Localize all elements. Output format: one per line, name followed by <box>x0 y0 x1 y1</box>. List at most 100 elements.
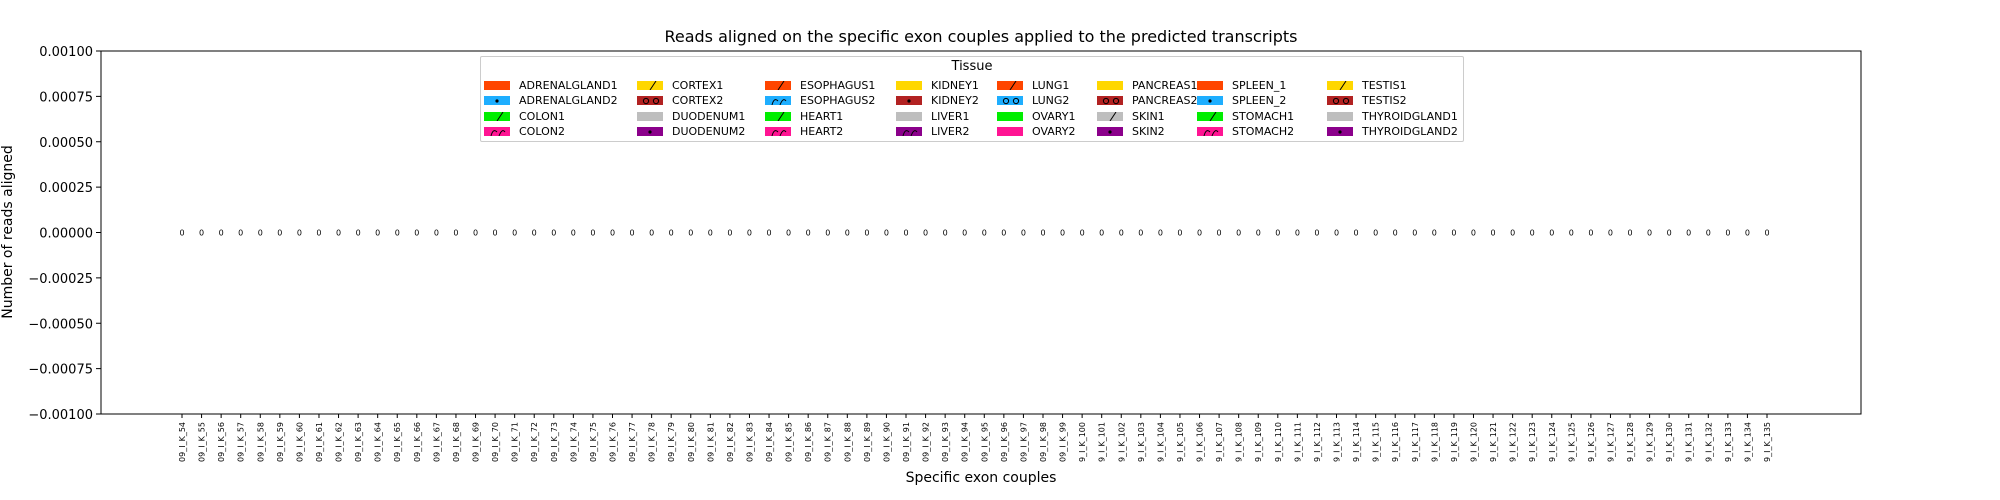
legend-label: PANCREAS2 <box>1132 93 1198 107</box>
bar-value-label: 0 <box>1138 229 1143 238</box>
x-tick-label: 9_I_K_132 <box>1704 422 1713 462</box>
x-tick-label: 09_I_K_91 <box>902 422 911 462</box>
legend-label: STOMACH2 <box>1232 124 1295 138</box>
chart-title: Reads aligned on the specific exon coupl… <box>664 27 1297 46</box>
x-tick-label: 09_I_K_94 <box>961 422 970 462</box>
legend-label: STOMACH1 <box>1232 109 1295 123</box>
x-tick-label: 9_I_K_108 <box>1235 422 1244 462</box>
legend-item: COLON2 <box>484 124 565 138</box>
x-tick-label: 09_I_K_58 <box>256 422 265 462</box>
legend-label: SKIN2 <box>1132 124 1165 138</box>
x-tick-label: 09_I_K_65 <box>393 422 402 462</box>
legend-item: ESOPHAGUS1 <box>765 78 875 92</box>
bar-value-label: 0 <box>336 229 341 238</box>
bar-value-label: 0 <box>297 229 302 238</box>
bar-value-label: 0 <box>1608 229 1613 238</box>
legend-swatch <box>765 126 791 136</box>
legend-label: PANCREAS1 <box>1132 78 1198 92</box>
bar-value-label: 0 <box>414 229 419 238</box>
bar-value-label: 0 <box>982 229 987 238</box>
bar-value-label: 0 <box>649 229 654 238</box>
x-tick-label: 9_I_K_121 <box>1489 422 1498 462</box>
bar-value-label: 0 <box>356 229 361 238</box>
x-tick-label: 09_I_K_61 <box>315 422 324 462</box>
x-tick-label: 09_I_K_90 <box>882 422 891 462</box>
legend-swatch <box>896 126 922 136</box>
legend-label: THYROIDGLAND2 <box>1362 124 1458 138</box>
bar-value-label: 0 <box>1530 229 1535 238</box>
x-tick-label: 09_I_K_71 <box>511 422 520 462</box>
x-tick-label: 9_I_K_110 <box>1274 422 1283 462</box>
legend-swatch <box>1327 111 1353 121</box>
legend-swatch <box>896 111 922 121</box>
bar-value-label: 0 <box>493 229 498 238</box>
legend-label: HEART2 <box>800 124 844 138</box>
legend-swatch <box>637 126 663 136</box>
bar-value-label: 0 <box>199 229 204 238</box>
legend-item: TESTIS2 <box>1327 93 1407 107</box>
x-tick-label: 9_I_K_115 <box>1372 422 1381 462</box>
x-tick-label: 9_I_K_125 <box>1567 422 1576 462</box>
bar-value-label: 0 <box>1197 229 1202 238</box>
bar-value-label: 0 <box>1745 229 1750 238</box>
bar-value-label: 0 <box>1647 229 1652 238</box>
bar-value-label: 0 <box>1764 229 1769 238</box>
x-tick-label: 09_I_K_76 <box>608 422 617 462</box>
x-tick-label: 09_I_K_97 <box>1019 422 1028 462</box>
bar-value-label: 0 <box>864 229 869 238</box>
legend-label: SPLEEN_1 <box>1232 78 1287 92</box>
legend-item: HEART1 <box>765 109 843 123</box>
x-tick-label: 09_I_K_68 <box>452 422 461 462</box>
legend-item: KIDNEY1 <box>896 78 979 92</box>
x-tick-label: 9_I_K_118 <box>1430 422 1439 462</box>
x-tick-label: 09_I_K_78 <box>648 422 657 462</box>
legend-label: THYROIDGLAND1 <box>1362 109 1458 123</box>
legend-swatch <box>1327 80 1353 90</box>
legend-item: LIVER1 <box>896 109 970 123</box>
legend-swatch <box>896 80 922 90</box>
legend-item: TESTIS1 <box>1327 78 1407 92</box>
legend-label: DUODENUM1 <box>672 109 746 123</box>
x-tick-label: 09_I_K_69 <box>472 422 481 462</box>
bar-value-label: 0 <box>395 229 400 238</box>
legend-item: PANCREAS2 <box>1097 93 1197 107</box>
x-tick-label: 9_I_K_116 <box>1391 422 1400 462</box>
y-tick-label: 0.00100 <box>39 45 93 60</box>
x-tick-label: 09_I_K_59 <box>276 422 285 462</box>
bar-value-label: 0 <box>747 229 752 238</box>
x-tick-label: 09_I_K_64 <box>374 422 383 462</box>
x-tick-label: 9_I_K_135 <box>1763 422 1772 462</box>
bar-value-label: 0 <box>1667 229 1672 238</box>
x-tick-label: 09_I_K_54 <box>178 422 187 462</box>
x-tick-label: 9_I_K_128 <box>1626 422 1635 462</box>
legend-swatch <box>997 80 1023 90</box>
y-tick-label: 0.00000 <box>39 227 93 242</box>
bar-value-label: 0 <box>825 229 830 238</box>
legend-item: ADRENALGLAND1 <box>484 78 618 92</box>
x-tick-label: 9_I_K_111 <box>1293 422 1302 462</box>
bar-value-label: 0 <box>532 229 537 238</box>
bar-value-label: 0 <box>806 229 811 238</box>
bar-value-label: 0 <box>1725 229 1730 238</box>
legend-item: KIDNEY2 <box>896 93 979 107</box>
legend-item: COLON1 <box>484 109 565 123</box>
legend-item: SPLEEN_2 <box>1197 93 1286 107</box>
x-tick-label: 9_I_K_100 <box>1078 422 1087 462</box>
x-tick-label: 9_I_K_120 <box>1469 422 1478 462</box>
y-tick-label: 0.00050 <box>39 136 93 151</box>
legend-swatch <box>1327 95 1353 105</box>
legend-swatch <box>1197 80 1223 90</box>
legend-label: ESOPHAGUS2 <box>800 93 876 107</box>
legend-swatch <box>1097 126 1123 136</box>
legend-swatch <box>1197 95 1223 105</box>
legend-item: CORTEX1 <box>637 78 723 92</box>
x-tick-label: 9_I_K_129 <box>1646 422 1655 462</box>
x-tick-label: 09_I_K_82 <box>726 422 735 462</box>
legend-swatch <box>1097 80 1123 90</box>
x-tick-label: 9_I_K_119 <box>1450 422 1459 462</box>
bar-value-label: 0 <box>923 229 928 238</box>
x-tick-label: 9_I_K_131 <box>1685 422 1694 462</box>
legend-label: LIVER2 <box>931 124 970 138</box>
bar-value-label: 0 <box>1354 229 1359 238</box>
bar-value-label: 0 <box>1432 229 1437 238</box>
